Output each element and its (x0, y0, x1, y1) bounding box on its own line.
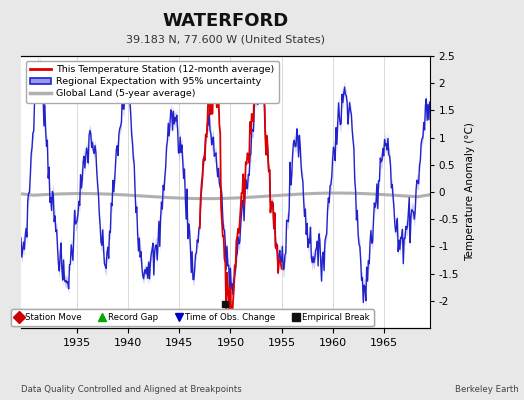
Legend: Station Move, Record Gap, Time of Obs. Change, Empirical Break: Station Move, Record Gap, Time of Obs. C… (11, 309, 374, 326)
Y-axis label: Temperature Anomaly (°C): Temperature Anomaly (°C) (465, 122, 475, 262)
Text: 39.183 N, 77.600 W (United States): 39.183 N, 77.600 W (United States) (126, 34, 325, 44)
Text: Berkeley Earth: Berkeley Earth (455, 385, 519, 394)
Text: WATERFORD: WATERFORD (162, 12, 288, 30)
Text: Data Quality Controlled and Aligned at Breakpoints: Data Quality Controlled and Aligned at B… (21, 385, 242, 394)
